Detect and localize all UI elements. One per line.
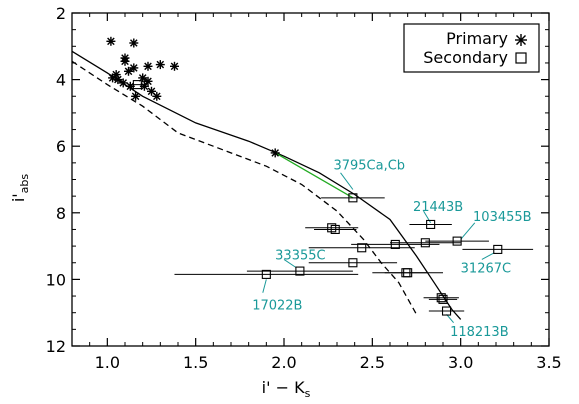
x-axis-label-sub: s: [305, 387, 311, 400]
asterisk-stroke: [130, 64, 138, 72]
secondary-marker: [295, 266, 305, 276]
asterisk-stroke: [124, 67, 133, 76]
annotation-label: 118213B: [450, 325, 509, 340]
y-tick-label: 4: [56, 71, 66, 90]
primary-marker: [125, 81, 135, 91]
annotation-leader: [340, 172, 354, 190]
solid-model-curve: [71, 50, 462, 320]
model-curves: [71, 50, 462, 320]
asterisk-stroke: [138, 74, 147, 82]
annotation-label: 17022B: [252, 298, 302, 313]
secondary-marker: [348, 193, 358, 203]
primary-marker: [108, 73, 118, 83]
primary-marker: [270, 148, 280, 158]
x-tick-label: 3.0: [448, 353, 473, 372]
primary-marker: [143, 76, 153, 86]
legend: Primary Secondary: [403, 23, 540, 73]
legend-label-secondary: Secondary: [423, 48, 508, 67]
asterisk-stroke: [271, 149, 279, 157]
secondary-marker: [330, 224, 340, 234]
annotation-leader: [460, 222, 476, 240]
primary-marker: [131, 91, 141, 101]
primary-marker: [139, 81, 149, 91]
annotation-leader: [262, 279, 267, 293]
annotation-label: 103455B: [473, 210, 532, 225]
primary-marker: [155, 60, 165, 70]
legend-asterisk-icon: [515, 34, 527, 46]
x-tick-label: 1.0: [95, 353, 120, 372]
primary-secondary-connector: [274, 152, 354, 199]
secondary-marker: [132, 80, 142, 90]
secondary-marker: [348, 258, 358, 268]
x-tick-label: 3.5: [536, 353, 561, 372]
asterisk-stroke: [140, 82, 149, 91]
primary-marker: [106, 36, 116, 46]
annotation-label: 21443B: [413, 200, 463, 215]
secondary-marker: [452, 236, 462, 246]
y-tick-label: 2: [56, 4, 66, 23]
y-tick-label: 6: [56, 137, 66, 156]
asterisk-stroke: [144, 77, 152, 86]
legend-square-icon: [515, 52, 527, 64]
y-axis-label: i'abs: [9, 174, 31, 203]
asterisk-stroke: [144, 62, 152, 71]
asterisk-stroke: [119, 79, 127, 87]
secondary-marker: [493, 244, 503, 254]
asterisk-stroke: [126, 82, 135, 91]
primary-marker: [143, 61, 153, 71]
asterisk-stroke: [156, 60, 165, 69]
secondary-marker: [436, 293, 446, 303]
legend-box: [403, 23, 540, 73]
x-tick-label: 2.0: [271, 353, 296, 372]
asterisk-stroke: [170, 62, 179, 71]
axis-ticks: 1.0 1.5 2.0 2.5 3.0 3.5 2 4 6 8 10 12: [46, 4, 562, 372]
y-tick-label: 8: [56, 204, 66, 223]
annotation-label: 3795Ca,Cb: [333, 159, 405, 174]
primary-marker: [118, 78, 128, 88]
annotation-leader: [283, 259, 297, 269]
secondary-marker: [401, 268, 411, 278]
secondary-marker: [441, 306, 452, 316]
primary-marker: [152, 91, 162, 101]
asterisk-stroke: [107, 37, 115, 46]
asterisk-stroke: [131, 92, 140, 101]
asterisk-stroke: [108, 74, 117, 82]
y-axis-label-sub: abs: [18, 174, 31, 194]
secondary-marker: [390, 239, 400, 249]
x-axis-label: i' − Ks: [262, 378, 311, 400]
asterisk-stroke: [147, 87, 156, 96]
annotation-label: 31267C: [461, 262, 511, 277]
asterisk-stroke: [121, 57, 129, 66]
primary-marker: [120, 56, 130, 66]
primary-marker: [138, 73, 148, 83]
annotations: 3795Ca,Cb 21443B 103455B 31267C 33355C 17022B…: [252, 159, 531, 341]
primary-marker: [129, 38, 139, 48]
annotation-leader: [446, 314, 454, 324]
annotation-label: 33355C: [275, 248, 325, 263]
secondary-marker: [438, 294, 448, 304]
legend-label-primary: Primary: [446, 29, 508, 48]
x-tick-label: 2.5: [360, 353, 385, 372]
secondary-marker: [420, 238, 430, 248]
secondary-marker: [426, 219, 436, 230]
dashed-model-curve: [71, 60, 418, 315]
x-tick-label: 1.5: [183, 353, 208, 372]
error-bars: [128, 84, 534, 312]
primary-marker: [170, 61, 179, 71]
secondary-marker: [261, 269, 271, 279]
y-tick-label: 12: [46, 337, 66, 356]
annotation-leader: [481, 252, 495, 260]
data-markers: [106, 36, 503, 316]
y-tick-label: 10: [46, 270, 66, 289]
asterisk-stroke: [130, 39, 138, 47]
primary-marker: [124, 66, 133, 76]
secondary-marker: [357, 243, 367, 253]
asterisk-stroke: [153, 92, 161, 101]
primary-marker: [129, 63, 139, 73]
asterisk-stroke: [114, 75, 122, 84]
